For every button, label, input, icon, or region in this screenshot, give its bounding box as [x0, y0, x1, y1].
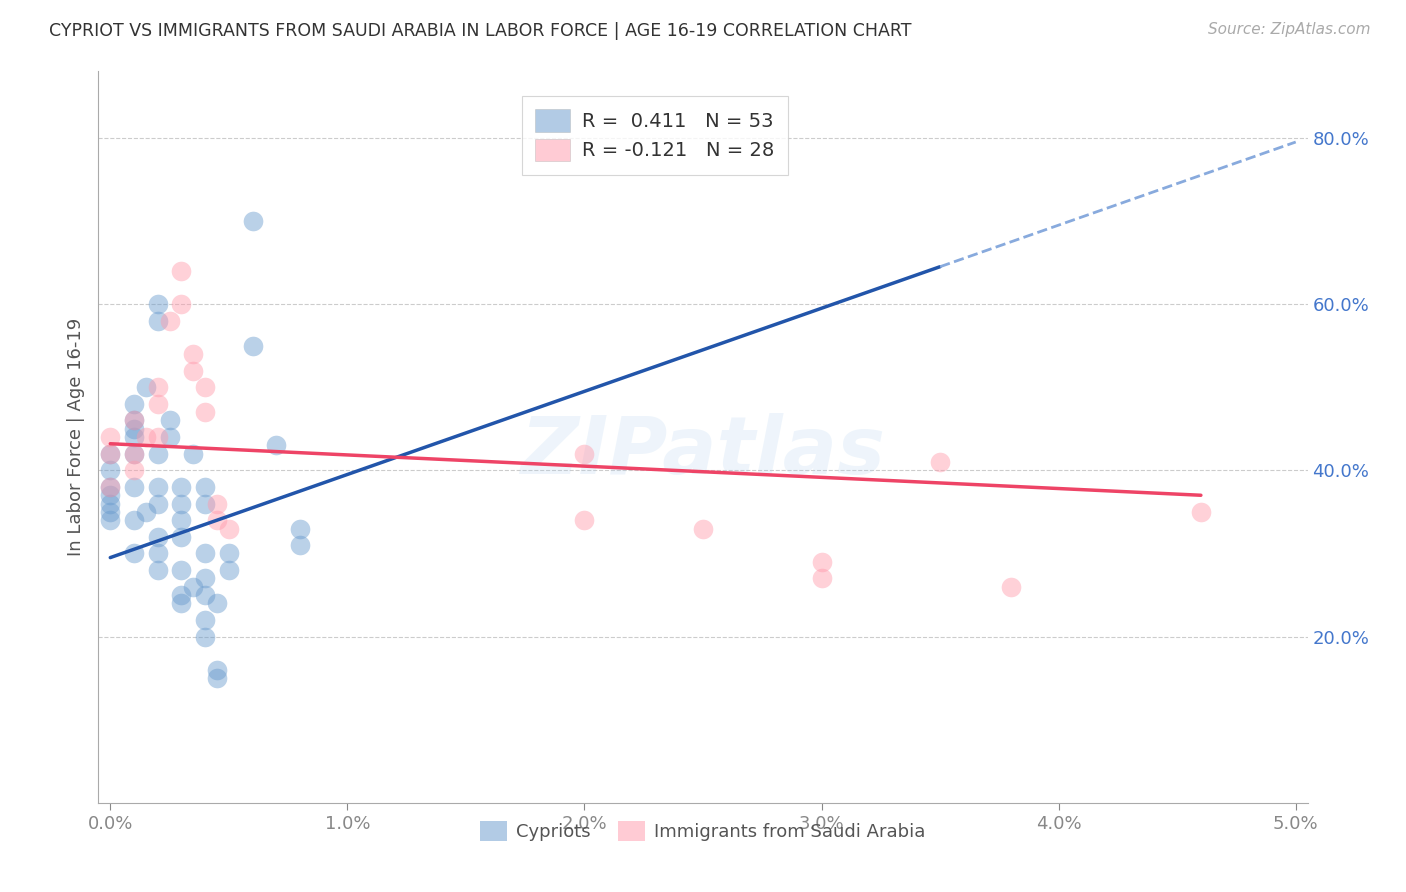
Point [170, 497, 193, 511]
Point [170, 513, 193, 527]
Point [98, 447, 121, 461]
Point [98, 430, 121, 444]
Point [146, 480, 169, 494]
Point [146, 397, 169, 411]
Point [194, 405, 217, 419]
Point [98, 488, 121, 502]
Point [288, 538, 311, 552]
Point [242, 214, 264, 228]
Point [194, 546, 217, 560]
Point [205, 497, 228, 511]
Point [135, 430, 157, 444]
Point [1189, 505, 1212, 519]
Point [810, 571, 832, 585]
Point [122, 413, 145, 427]
Point [194, 497, 217, 511]
Point [170, 297, 193, 311]
Point [170, 596, 193, 610]
Point [194, 571, 217, 585]
Point [170, 264, 193, 278]
Point [135, 380, 157, 394]
Point [181, 347, 204, 361]
Point [574, 447, 596, 461]
Point [146, 546, 169, 560]
Point [205, 671, 228, 685]
Point [98, 480, 121, 494]
Point [146, 297, 169, 311]
Point [194, 588, 217, 602]
Point [218, 546, 240, 560]
Point [146, 380, 169, 394]
Point [122, 430, 145, 444]
Point [122, 546, 145, 560]
Point [122, 447, 145, 461]
Point [146, 497, 169, 511]
Point [122, 447, 145, 461]
Point [98, 513, 121, 527]
Point [574, 513, 596, 527]
Point [170, 588, 193, 602]
Text: ZIPatlas: ZIPatlas [520, 413, 886, 491]
Point [242, 338, 264, 352]
Point [1000, 580, 1022, 594]
Point [181, 447, 204, 461]
Point [264, 438, 287, 452]
Point [218, 563, 240, 577]
Text: Source: ZipAtlas.com: Source: ZipAtlas.com [1208, 22, 1371, 37]
Point [122, 413, 145, 427]
Point [181, 580, 204, 594]
Legend: Cypriots, Immigrants from Saudi Arabia: Cypriots, Immigrants from Saudi Arabia [474, 814, 932, 848]
Point [170, 530, 193, 544]
Point [159, 413, 181, 427]
Point [159, 314, 181, 328]
Y-axis label: In Labor Force | Age 16-19: In Labor Force | Age 16-19 [66, 318, 84, 557]
Point [146, 430, 169, 444]
Text: CYPRIOT VS IMMIGRANTS FROM SAUDI ARABIA IN LABOR FORCE | AGE 16-19 CORRELATION C: CYPRIOT VS IMMIGRANTS FROM SAUDI ARABIA … [49, 22, 911, 40]
Point [146, 314, 169, 328]
Point [194, 380, 217, 394]
Point [146, 530, 169, 544]
Point [98, 463, 121, 477]
Point [146, 447, 169, 461]
Point [810, 555, 832, 569]
Point [205, 596, 228, 610]
Point [122, 397, 145, 411]
Point [929, 455, 952, 469]
Point [98, 447, 121, 461]
Point [159, 430, 181, 444]
Point [194, 480, 217, 494]
Point [218, 521, 240, 535]
Point [98, 505, 121, 519]
Point [135, 505, 157, 519]
Point [122, 480, 145, 494]
Point [181, 363, 204, 377]
Point [146, 563, 169, 577]
Point [194, 613, 217, 627]
Point [170, 563, 193, 577]
Point [122, 463, 145, 477]
Point [205, 663, 228, 677]
Point [98, 480, 121, 494]
Point [98, 497, 121, 511]
Point [122, 422, 145, 436]
Point [170, 480, 193, 494]
Point [288, 521, 311, 535]
Point [205, 513, 228, 527]
Point [194, 630, 217, 644]
Point [692, 521, 714, 535]
Point [122, 513, 145, 527]
